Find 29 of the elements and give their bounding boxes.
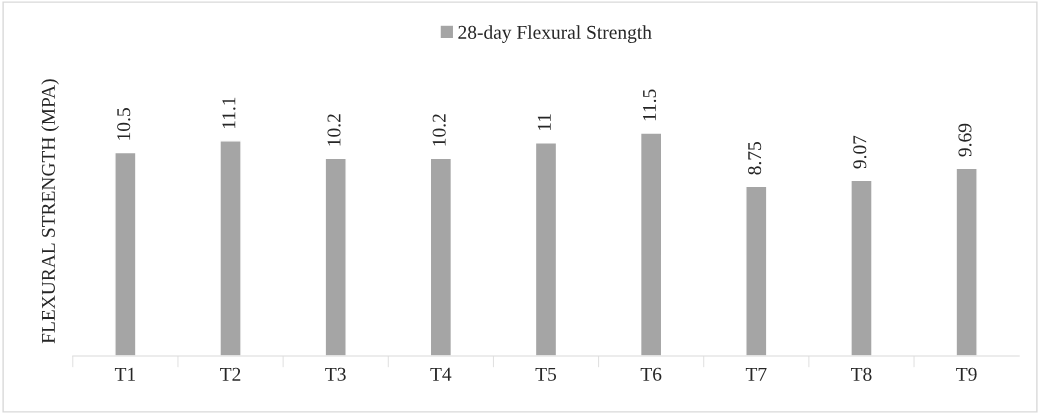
data-label: 10.2 [432, 114, 446, 146]
bar [219, 140, 242, 357]
x-tick-label: T2 [220, 367, 241, 381]
bar [639, 132, 663, 357]
x-tick-label: T7 [745, 367, 767, 381]
x-tick-label: T6 [640, 367, 662, 381]
bar [850, 179, 873, 357]
bar [429, 157, 453, 357]
data-label: 10.5 [117, 108, 131, 140]
y-axis-title: FLEXURAL STRENGTH (MPA) [41, 79, 59, 344]
x-tick-label: T3 [325, 367, 346, 381]
bar [745, 185, 768, 357]
x-tick-label: T9 [956, 367, 977, 381]
x-tick-label: T1 [114, 367, 136, 381]
x-tick-label: T5 [535, 367, 557, 381]
data-label: 10.2 [327, 114, 341, 146]
bar [324, 157, 347, 357]
bar [114, 151, 137, 357]
data-label: 8.75 [748, 142, 762, 175]
data-label: 11.1 [222, 97, 236, 129]
data-label: 11.5 [642, 89, 657, 121]
bar [534, 142, 558, 357]
x-tick-label: T4 [430, 367, 452, 381]
data-label: 9.69 [958, 123, 972, 157]
x-tick-label: T8 [851, 367, 872, 381]
data-label: 11 [537, 114, 551, 130]
legend-label: 28-day Flexural Strength [458, 25, 652, 43]
data-label: 9.07 [853, 135, 867, 169]
bar [955, 167, 978, 357]
